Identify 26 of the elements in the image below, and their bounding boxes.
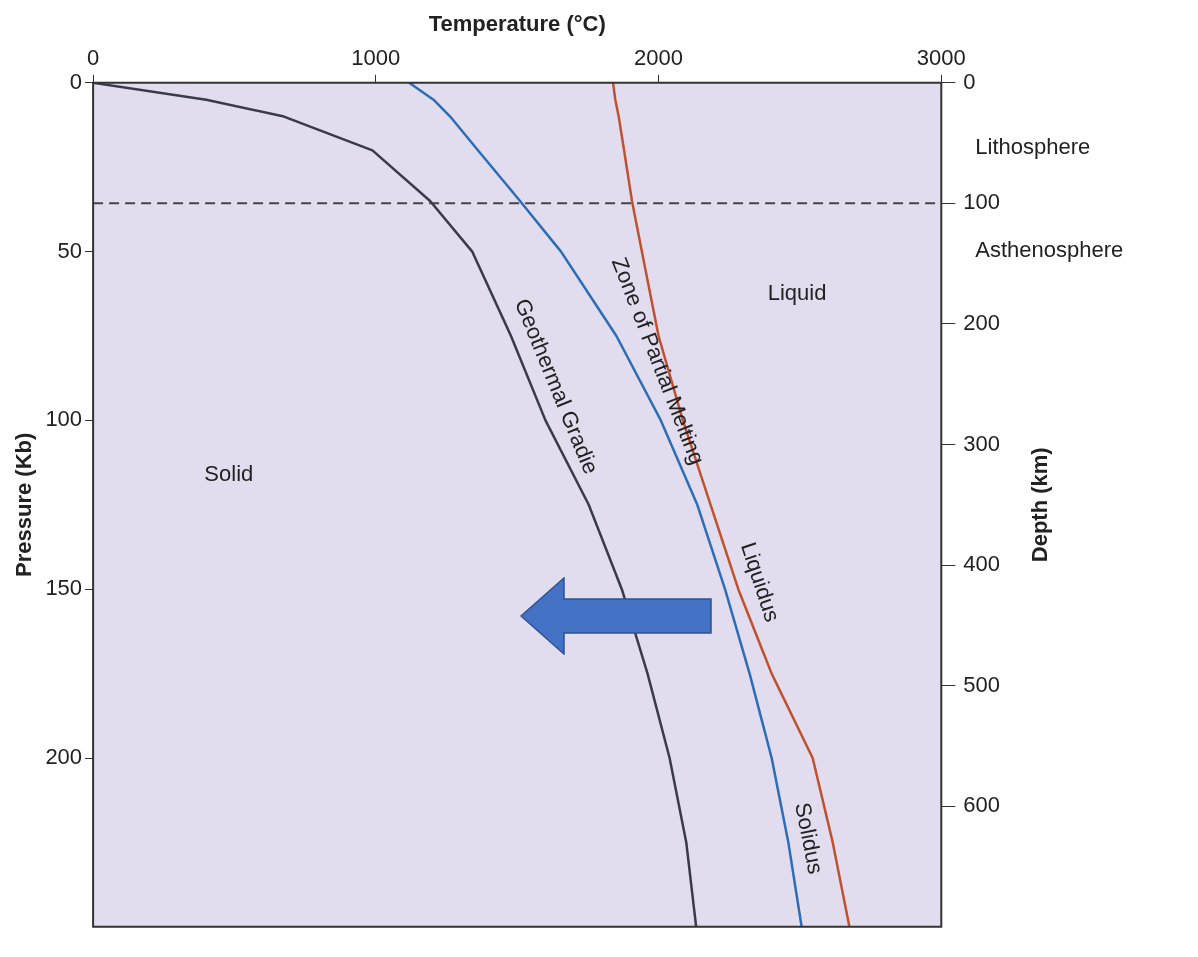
y2-tick-label: 400 <box>963 551 1001 577</box>
annotation: Liquid <box>767 279 827 305</box>
y2-tick-label: 600 <box>963 792 1001 818</box>
y-tick-label: 150 <box>45 575 83 601</box>
y2-tick-label: 100 <box>963 189 1001 215</box>
y2-tick-label: 300 <box>963 430 1001 456</box>
annotation: Zone of Partial Melting <box>606 253 711 468</box>
text: Solidus <box>790 800 829 877</box>
x-tick-label: 0 <box>86 44 100 70</box>
y2-tick-label: 0 <box>963 68 976 94</box>
y2-tick-label: 200 <box>963 310 1001 336</box>
y-axis-title: Pressure (Kb) <box>11 432 37 577</box>
x-axis-title: Temperature (°C) <box>428 11 606 37</box>
y-tick-label: 0 <box>69 68 83 94</box>
text: Liquidus <box>735 539 786 625</box>
x-tick-label: 2000 <box>634 44 684 70</box>
y-tick-label: 200 <box>45 744 83 770</box>
y2-tick-label: 500 <box>963 671 1001 697</box>
y2-axis-title: Depth (km) <box>1027 447 1053 563</box>
x-tick-label: 3000 <box>916 44 966 70</box>
text: Asthenosphere <box>975 237 1124 263</box>
y-tick-label: 100 <box>45 406 83 432</box>
text: Lithosphere <box>975 134 1091 160</box>
annotation: Solid <box>204 461 254 487</box>
y-tick-label: 50 <box>57 237 83 263</box>
x-tick-label: 1000 <box>351 44 401 70</box>
